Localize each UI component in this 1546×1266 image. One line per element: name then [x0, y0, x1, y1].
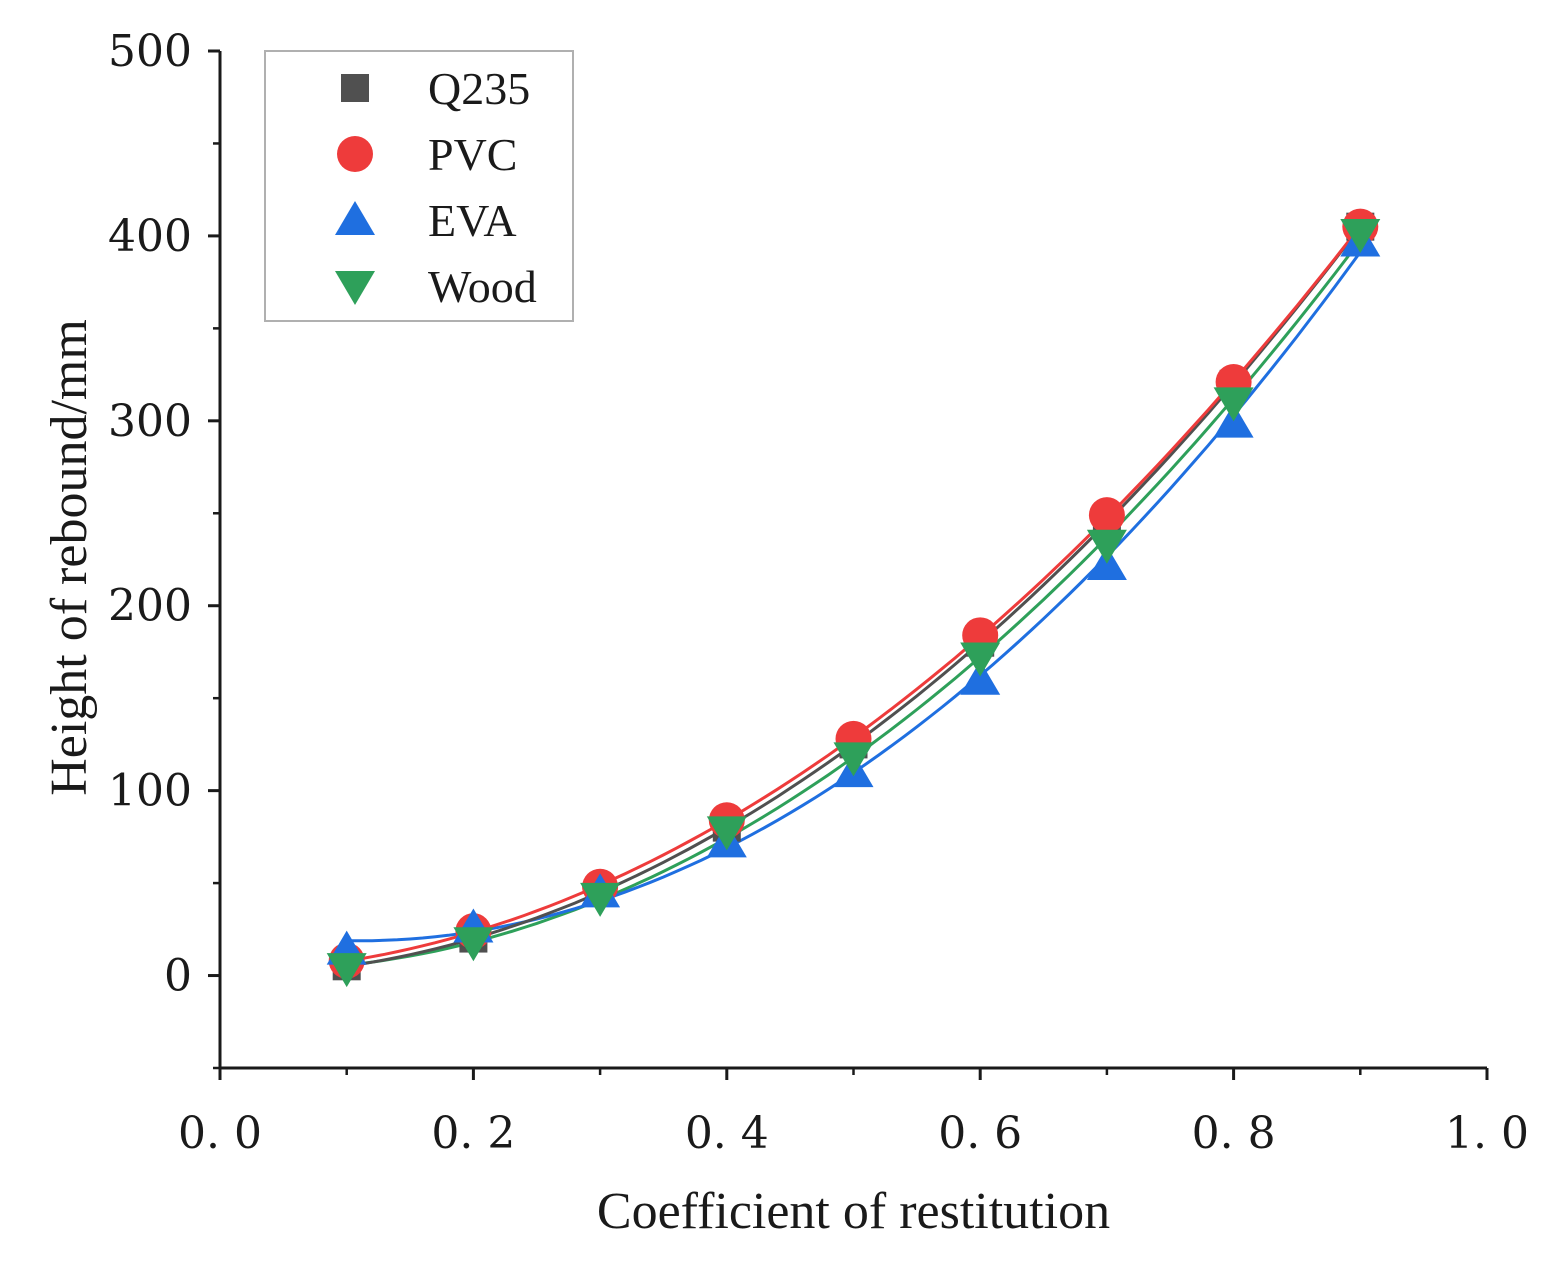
- x-tick-label: 1. 0: [1445, 1108, 1529, 1159]
- y-tick-label: 200: [108, 581, 192, 632]
- data-markers: [326, 208, 1381, 988]
- data-point-wood: [1086, 529, 1127, 564]
- legend-label-pvc: PVC: [428, 129, 517, 180]
- x-tick-label: 0. 8: [1192, 1108, 1276, 1159]
- y-tick-label: 300: [108, 396, 192, 447]
- legend-marker-pvc: [337, 136, 373, 172]
- x-tick-label: 0. 2: [431, 1108, 515, 1159]
- axes: 0. 0 0. 2 0. 4 0. 6 0. 8 1. 0 0 100 200 300 400 500: [108, 26, 1529, 1159]
- y-tick-label: 400: [108, 211, 192, 262]
- fit-curves: [346, 225, 1362, 968]
- data-point-wood: [960, 642, 1001, 677]
- y-tick-label: 0: [164, 951, 192, 1002]
- legend-label-eva: EVA: [428, 195, 517, 246]
- data-point-wood: [1340, 219, 1381, 254]
- x-tick-label: 0. 0: [178, 1108, 262, 1159]
- data-point-wood: [1213, 387, 1254, 422]
- legend: Q235 PVC EVA Wood: [264, 50, 574, 322]
- data-point-wood: [326, 953, 367, 988]
- data-point-wood: [580, 882, 621, 917]
- x-tick-label: 0. 6: [938, 1108, 1022, 1159]
- y-tick-label: 500: [108, 26, 192, 77]
- data-point-wood: [453, 927, 494, 962]
- x-axis-title: Coefficient of restitution: [597, 1183, 1110, 1240]
- fit-curve-q235: [346, 225, 1362, 968]
- data-point-wood: [833, 742, 874, 777]
- data-point-wood: [706, 816, 747, 851]
- fit-curve-pvc: [346, 225, 1362, 963]
- fit-curve-wood: [346, 239, 1362, 967]
- legend-marker-wood: [335, 271, 375, 305]
- legend-box: [264, 50, 574, 322]
- legend-label-wood: Wood: [428, 261, 537, 312]
- x-tick-label: 0. 4: [685, 1108, 769, 1159]
- legend-marker-q235: [341, 74, 369, 102]
- legend-marker-eva: [335, 201, 375, 235]
- fit-curve-eva: [346, 251, 1362, 943]
- y-axis-title: Height of rebound/mm: [41, 319, 98, 796]
- data-point-pvc: [1088, 497, 1125, 534]
- y-tick-label: 100: [108, 766, 192, 817]
- legend-label-q235: Q235: [428, 63, 530, 114]
- data-point-eva: [960, 660, 1001, 695]
